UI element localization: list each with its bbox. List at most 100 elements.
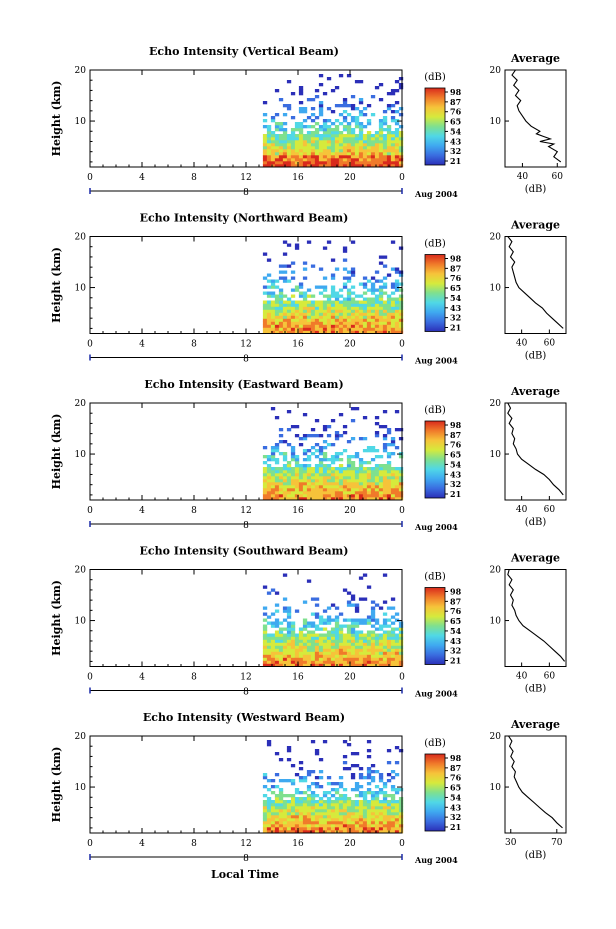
heatmap-cell (342, 312, 348, 316)
heatmap-cell (318, 434, 324, 438)
heatmap-cell (310, 309, 316, 313)
heatmap-cell (278, 327, 284, 331)
heatmap-cell (306, 330, 312, 334)
heatmap-cell (386, 470, 392, 474)
heatmap-cell (278, 818, 284, 822)
colorbar-tick-label: 76 (450, 606, 462, 616)
heatmap-cell (350, 630, 356, 634)
heatmap-cell (286, 443, 292, 447)
heatmap-cell (382, 410, 388, 414)
heatmap-cell (266, 636, 272, 640)
heatmap-cell (322, 92, 328, 96)
heatmap-cell (354, 309, 360, 313)
heatmap-cell (310, 488, 316, 492)
heatmap-cell (346, 161, 352, 165)
heatmap-cell (314, 95, 320, 99)
heatmap-cell (290, 485, 296, 489)
heatmap-cell (390, 158, 396, 162)
heatmap-cell (290, 276, 296, 280)
heatmap-cell (306, 809, 312, 813)
heatmap-cell (358, 330, 364, 334)
heatmap-cell (378, 315, 384, 319)
heatmap-cell (386, 476, 392, 480)
heatmap-cell (322, 137, 328, 141)
heatmap-cell (298, 491, 304, 495)
heatmap-cell (270, 648, 276, 652)
heatmap-cell (366, 137, 372, 141)
heatmap-cell (374, 431, 380, 435)
heatmap-cell (326, 818, 332, 822)
heatmap-cell (318, 324, 324, 328)
heatmap-cell (282, 312, 288, 316)
heatmap-cell (290, 270, 296, 274)
heatmap-cell (330, 821, 336, 825)
heatmap-cell (354, 318, 360, 322)
heatmap-cell (346, 294, 352, 298)
heatmap-cell (382, 491, 388, 495)
heatmap-cell (370, 776, 376, 780)
heatmap-cell (362, 327, 368, 331)
heatmap-cell (366, 279, 372, 283)
heatmap-cell (290, 116, 296, 120)
heatmap-cell (310, 803, 316, 807)
heatmap-cell (334, 437, 340, 441)
heatmap-cell (302, 600, 308, 604)
heatmap-cell (302, 458, 308, 462)
heatmap-cell (358, 809, 364, 813)
heatmap-cell (374, 309, 380, 313)
heatmap-cell (366, 473, 372, 477)
heatmap-cell (310, 137, 316, 141)
heatmap-cell (382, 140, 388, 144)
heatmap-cell (318, 618, 324, 622)
heatmap-cell (398, 143, 404, 147)
heatmap-cell (266, 491, 272, 495)
heatmap-cell (350, 594, 356, 598)
heatmap-cell (386, 294, 392, 298)
colorbar-unit: (dB) (424, 738, 446, 749)
heatmap-cell (298, 791, 304, 795)
heatmap-cell (310, 497, 316, 501)
heatmap-cell (270, 321, 276, 325)
heatmap-cell (278, 797, 284, 801)
heatmap-cell (298, 107, 304, 111)
heatmap-cell (382, 642, 388, 646)
heatmap-cell (286, 630, 292, 634)
heatmap-cell (318, 818, 324, 822)
heatmap-cell (370, 654, 376, 658)
average-y-tick-label: 10 (490, 783, 502, 793)
heatmap-cell (298, 321, 304, 325)
heatmap-cell (390, 827, 396, 831)
heatmap-cell (294, 488, 300, 492)
heatmap-cell (354, 143, 360, 147)
heatmap-cell (274, 152, 280, 156)
heatmap-cell (310, 306, 316, 310)
heatmap-cell (282, 318, 288, 322)
heatmap-cell (302, 657, 308, 661)
heatmap-cell (306, 579, 312, 583)
heatmap-cell (390, 437, 396, 441)
heatmap-cell (370, 491, 376, 495)
heatmap-cell (290, 306, 296, 310)
heatmap-cell (334, 458, 340, 462)
heatmap-cell (262, 803, 268, 807)
heatmap-cell (394, 488, 400, 492)
average-x-tick-label: 70 (551, 838, 563, 848)
heatmap-cell (302, 470, 308, 474)
heatmap-cell (386, 818, 392, 822)
heatmap-cell (282, 240, 288, 244)
heatmap-cell (378, 83, 384, 87)
heatmap-cell (306, 300, 312, 304)
heatmap-cell (330, 654, 336, 658)
heatmap-cell (266, 309, 272, 313)
heatmap-cell (382, 303, 388, 307)
heatmap-cell (286, 746, 292, 750)
heatmap-cell (362, 143, 368, 147)
heatmap-cell (286, 642, 292, 646)
heatmap-cell (354, 149, 360, 153)
heatmap-cell (322, 158, 328, 162)
heatmap-cell (290, 452, 296, 456)
heatmap-cell (330, 300, 336, 304)
heatmap-cell (298, 648, 304, 652)
heatmap-cell (274, 794, 280, 798)
heatmap-cell (334, 645, 340, 649)
